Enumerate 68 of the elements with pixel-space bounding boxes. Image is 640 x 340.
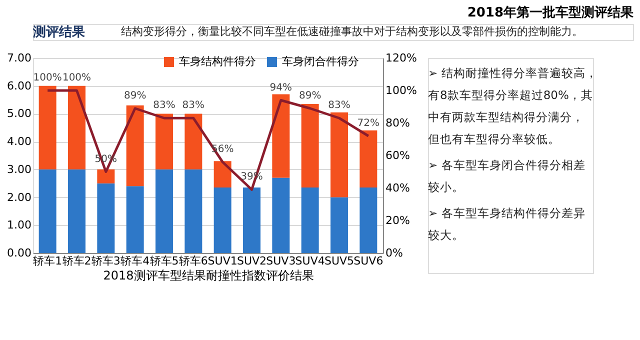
x-tick-label: SUV3 xyxy=(266,254,296,268)
bar xyxy=(301,188,319,253)
legend-label: 车身结构件得分 xyxy=(179,55,256,68)
text: ➢ 各车型车身结构件得分差异较大。 xyxy=(428,206,586,242)
bar xyxy=(360,188,378,253)
x-tick-label: 轿车4 xyxy=(120,254,150,268)
bar xyxy=(214,161,232,188)
bar xyxy=(68,86,86,170)
bar xyxy=(38,86,56,170)
y-tick-label: 6.00 xyxy=(7,79,32,92)
data-label: 89% xyxy=(124,90,146,102)
y2-tick-label: 0% xyxy=(386,246,403,260)
y2-tick-label: 40% xyxy=(386,182,410,194)
data-label: 83% xyxy=(153,100,176,112)
data-label: 89% xyxy=(298,90,322,102)
x-tick-label: 轿车3 xyxy=(91,254,120,268)
text: ➢ 结构耐撞性得分率普遍较高，有8款车型得分率超过80%，其中有两款车型结构得分满分，但也有车型得分率较低。 xyxy=(428,66,598,146)
y-tick-label: 2.00 xyxy=(7,190,32,204)
bar xyxy=(68,169,86,253)
y2-tick-label: 100% xyxy=(386,84,417,97)
legend-label: 车身闭合件得分 xyxy=(282,55,359,68)
bar xyxy=(184,169,202,253)
data-label: 100% xyxy=(62,72,92,84)
data-label: 83% xyxy=(182,100,205,112)
bar xyxy=(330,112,348,198)
x-tick-label: SUV6 xyxy=(354,254,384,268)
bar xyxy=(214,188,232,253)
x-tick-label: 轿车1 xyxy=(33,254,62,268)
bar xyxy=(126,105,144,186)
data-label: 72% xyxy=(357,118,380,129)
y-tick-label: 5.00 xyxy=(7,107,32,120)
x-tick-label: SUV2 xyxy=(236,254,267,268)
y-tick-label: 0.00 xyxy=(7,246,32,260)
bar xyxy=(272,178,290,253)
bar xyxy=(38,169,56,253)
bar xyxy=(97,169,115,184)
y2-tick-label: 80% xyxy=(386,116,410,130)
y2-tick-label: 120% xyxy=(386,52,417,64)
x-tick-label: SUV1 xyxy=(208,254,238,268)
bar xyxy=(126,186,144,253)
x-tick-label: 轿车2 xyxy=(62,254,92,268)
y-tick-label: 4.00 xyxy=(7,135,32,148)
bar xyxy=(97,183,115,253)
bar xyxy=(156,169,173,253)
y2-tick-label: 60% xyxy=(386,149,410,162)
x-axis-title: 2018测评车型结果耐撞性指数评价结果 xyxy=(103,268,314,282)
bar xyxy=(330,197,348,253)
text: 2018年第一批车型测评结果 xyxy=(467,4,634,20)
data-label: 94% xyxy=(270,82,292,94)
x-tick-label: SUV4 xyxy=(295,254,325,268)
text: 结构变形得分，衡量比较不同车型在低速碰撞事故中对于结构变形以及零部件损伤的控制能力。 xyxy=(121,25,583,38)
bar xyxy=(156,114,173,170)
y-tick-label: 7.00 xyxy=(7,52,32,64)
y-tick-label: 3.00 xyxy=(7,162,32,176)
y-tick-label: 1.00 xyxy=(7,218,32,232)
text: ➢ 各车型车身闭合件得分相差较小。 xyxy=(428,158,586,194)
x-tick-label: SUV5 xyxy=(324,254,354,268)
data-label: 83% xyxy=(328,100,350,112)
bar xyxy=(272,94,290,178)
data-label: 100% xyxy=(33,72,62,84)
x-tick-label: 轿车6 xyxy=(178,254,208,268)
bar xyxy=(360,130,378,188)
chart-subtitle: 测评结果 xyxy=(32,25,86,40)
bar xyxy=(184,114,202,170)
x-tick-label: 轿车5 xyxy=(150,254,179,268)
bar xyxy=(243,188,260,253)
bar xyxy=(301,104,319,188)
y2-tick-label: 20% xyxy=(386,214,410,227)
